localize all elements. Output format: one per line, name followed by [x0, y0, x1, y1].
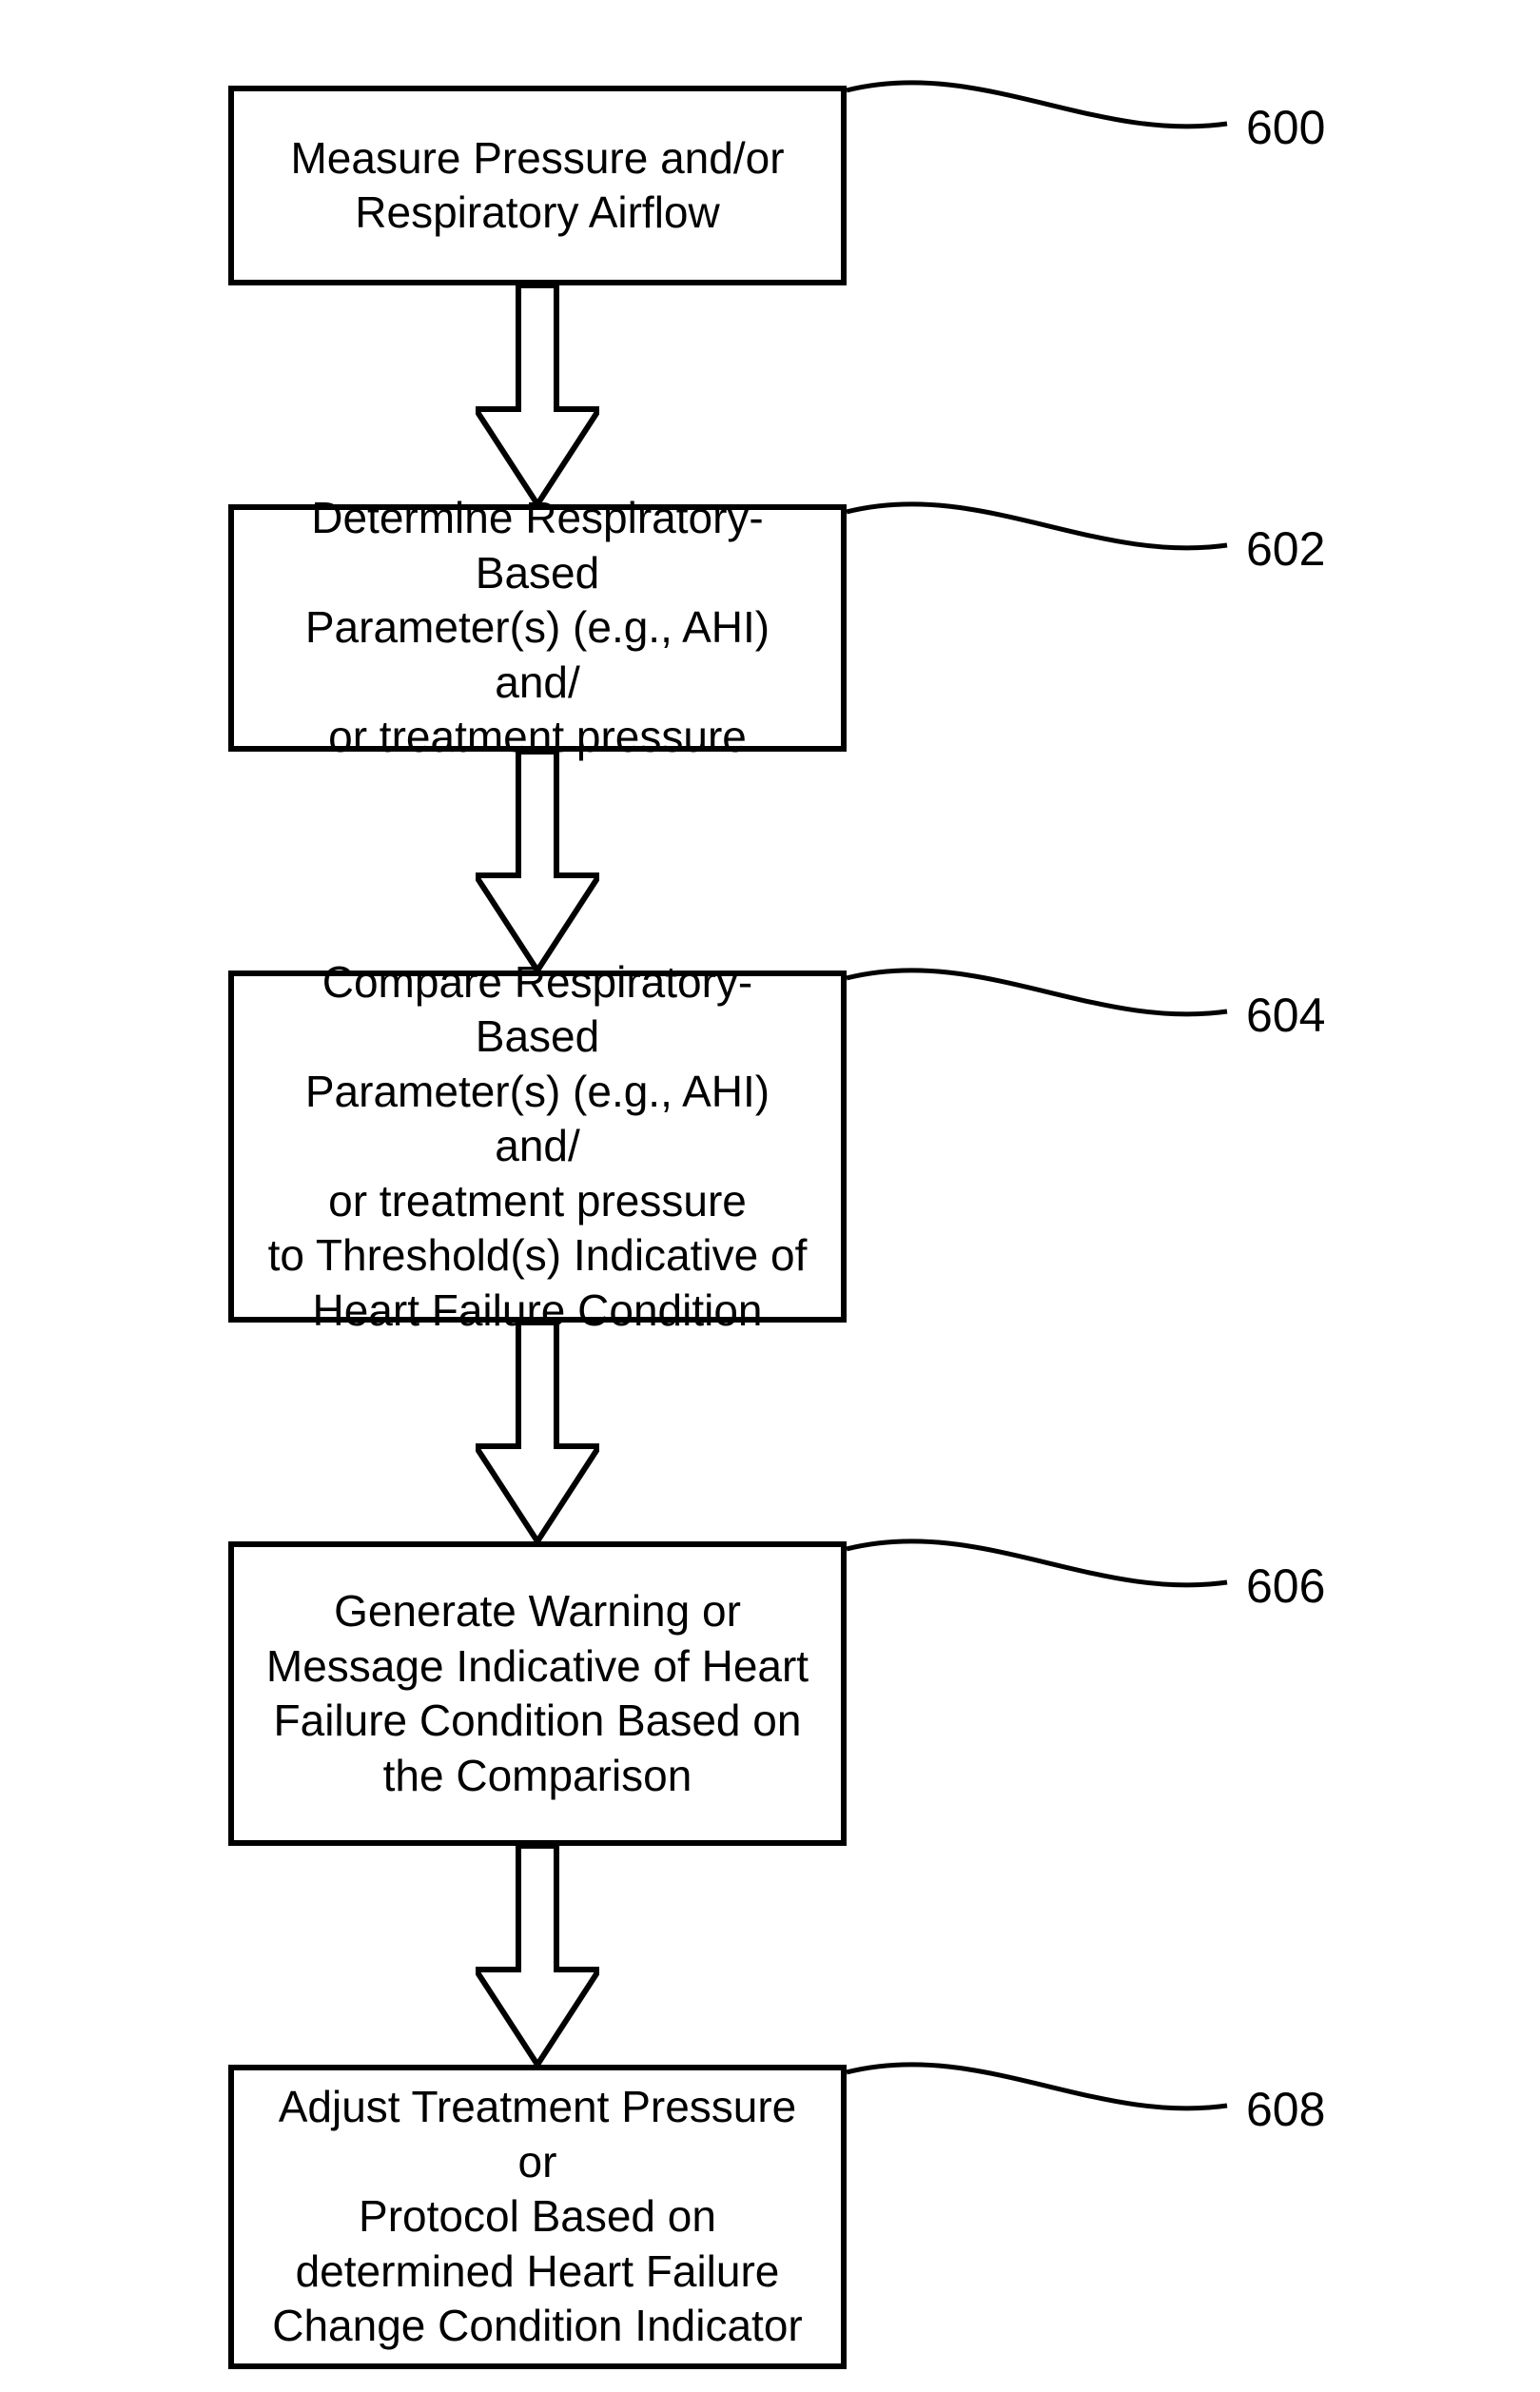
arrow-600-to-602 [476, 285, 599, 504]
step-604-box: Compare Respiratory-Based Parameter(s) (… [228, 971, 847, 1323]
step-600-text: Measure Pressure and/or Respiratory Airf… [290, 131, 784, 241]
label-604: 604 [1246, 988, 1325, 1043]
step-602-box: Determine Respiratory-Based Parameter(s)… [228, 504, 847, 752]
arrow-606-to-608 [476, 1846, 599, 2065]
callout-600 [847, 71, 1246, 147]
arrow-604-to-606 [476, 1323, 599, 1541]
step-606-box: Generate Warning or Message Indicative o… [228, 1541, 847, 1846]
callout-604 [847, 959, 1246, 1035]
callout-606 [847, 1530, 1246, 1606]
arrow-602-to-604 [476, 752, 599, 971]
label-602: 602 [1246, 521, 1325, 577]
label-606: 606 [1246, 1559, 1325, 1614]
flowchart-canvas: Measure Pressure and/or Respiratory Airf… [0, 0, 1540, 2392]
callout-602 [847, 493, 1246, 569]
callout-608 [847, 2053, 1246, 2129]
label-608: 608 [1246, 2082, 1325, 2137]
step-604-text: Compare Respiratory-Based Parameter(s) (… [263, 955, 812, 1339]
step-606-text: Generate Warning or Message Indicative o… [266, 1584, 809, 1803]
step-600-box: Measure Pressure and/or Respiratory Airf… [228, 86, 847, 285]
step-608-box: Adjust Treatment Pressure or Protocol Ba… [228, 2065, 847, 2369]
label-600: 600 [1246, 100, 1325, 155]
step-602-text: Determine Respiratory-Based Parameter(s)… [263, 491, 812, 765]
step-608-text: Adjust Treatment Pressure or Protocol Ba… [263, 2080, 812, 2354]
